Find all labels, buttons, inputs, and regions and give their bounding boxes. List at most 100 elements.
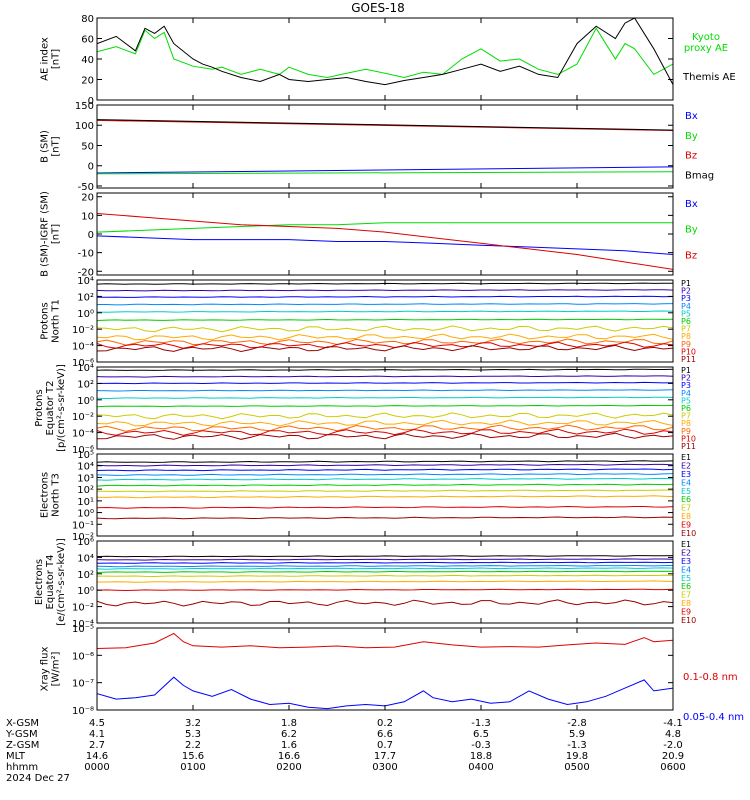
y-tick-label: 0 (88, 162, 94, 173)
x-tick-value: 6.5 (473, 729, 489, 740)
channel-label: P6 (681, 317, 691, 326)
y-axis-label-line: [W/m²] (51, 651, 62, 686)
y-tick-label: 10⁴ (77, 276, 94, 287)
panel-frame (96, 453, 674, 537)
channel-label: P11 (681, 442, 696, 451)
channel-label: P8 (681, 332, 691, 341)
plot-area-ae (97, 18, 673, 86)
x-tick-value: 0000 (84, 762, 109, 773)
plot-area-bsm (97, 119, 673, 175)
channel-line-e4 (97, 473, 673, 476)
channel-line-e9 (97, 588, 673, 592)
channel-label: E2 (681, 548, 691, 557)
channel-line-e2 (97, 463, 673, 467)
channel-line-p9 (97, 424, 673, 432)
x-tick-value: 5.9 (569, 729, 585, 740)
legend-label: Bx (685, 111, 698, 122)
channel-label: P8 (681, 419, 691, 428)
x-row-label: MLT (6, 751, 26, 762)
channel-label: P7 (681, 325, 691, 334)
x-tick-value: 17.7 (374, 751, 396, 762)
x-tick-value: 2.2 (185, 740, 201, 751)
legend-label: Bx (685, 199, 698, 210)
y-tick-label: 10⁻⁶ (72, 358, 94, 369)
channel-label: P1 (681, 279, 691, 288)
legend-label: Bmag (685, 170, 714, 181)
x-tick-value: 1.6 (281, 740, 297, 751)
y-tick-label: 10² (77, 570, 94, 581)
y-axis-label-line: [nT] (51, 136, 62, 156)
channel-label: P9 (681, 340, 691, 349)
channel-line-p6 (97, 318, 673, 321)
channel-label: E1 (681, 540, 691, 549)
y-tick-label: -20 (78, 267, 94, 278)
x-tick-value: 5.3 (185, 729, 201, 740)
channel-line-e6 (97, 570, 673, 573)
y-axis-label-line: North T1 (51, 299, 62, 343)
series-line-themis-ae (97, 18, 673, 86)
channel-label: E3 (681, 470, 691, 479)
y-axis-label-line: Electrons (34, 559, 45, 605)
x-row-label: X-GSM (6, 718, 39, 729)
y-tick-label: 10⁴ (77, 462, 94, 473)
x-tick-value: -4.1 (663, 718, 683, 729)
y-axis-label-line: AE index (40, 37, 51, 81)
legend-label: Themis AE (682, 72, 736, 83)
y-tick-label: 10³ (77, 473, 94, 484)
y-axis-label: ElectronsNorth T3 (40, 472, 62, 518)
channel-label: E8 (681, 599, 691, 608)
panel-protons_t1: 10⁻⁶ 10⁻⁴ 10⁻² 10⁰ 10² 10⁴ ProtonsNorth T1 P1P2… (40, 276, 697, 369)
channel-label: E6 (681, 495, 691, 504)
channel-label: P7 (681, 412, 691, 421)
y-tick-label: 10⁰ (77, 509, 94, 520)
x-tick-value: -2.0 (663, 740, 683, 751)
y-tick-label: 10¹ (77, 497, 94, 508)
y-axis-label-line: Protons (34, 389, 45, 426)
channel-line-p9 (97, 338, 673, 346)
x-tick-value: 16.6 (278, 751, 300, 762)
channel-line-e2 (97, 558, 673, 561)
legend-label: By (685, 225, 698, 236)
channel-label: E4 (681, 478, 691, 487)
channel-label: P10 (681, 434, 696, 443)
y-axis-label-line: Equator T4 (45, 555, 56, 610)
channel-label: E1 (681, 453, 691, 462)
y-axis-label-line: [nT] (51, 224, 62, 244)
x-tick-value: 0.7 (377, 740, 393, 751)
y-tick-label: 0 (88, 96, 94, 107)
series-line-0-05-0-4-nm (97, 676, 673, 710)
plot-area-protons_t1 (97, 282, 673, 353)
channel-line-e10 (97, 516, 673, 520)
plot-area-protons_t2 (97, 368, 673, 440)
y-tick-label: 10⁻² (72, 325, 94, 336)
channel-label: P4 (681, 389, 691, 398)
series-line-bx (97, 166, 673, 174)
y-tick-label: 80 (81, 14, 94, 25)
series-line-by (97, 222, 673, 233)
y-tick-label: 10⁰ (77, 396, 94, 407)
y-axis-label-line: Electrons (40, 472, 51, 518)
x-tick-value: 20.9 (662, 751, 684, 762)
channel-label: P5 (681, 309, 691, 318)
y-axis-label: AE index[nT] (40, 37, 62, 81)
y-tick-label: 50 (81, 141, 94, 152)
channel-line-p4 (97, 303, 673, 306)
y-tick-label: 100 (75, 121, 94, 132)
panel-frame (96, 192, 674, 276)
x-tick-value: -1.3 (471, 718, 491, 729)
x-tick-value: 0600 (660, 762, 685, 773)
x-tick-value: 15.6 (182, 751, 204, 762)
channel-label: E8 (681, 512, 691, 521)
channel-line-p10 (97, 428, 673, 436)
channel-label: P11 (681, 355, 696, 364)
channel-label: P3 (681, 381, 691, 390)
y-tick-label: 10⁻⁸ (72, 706, 94, 717)
channel-label: E6 (681, 582, 691, 591)
y-axis-label: ElectronsEquator T4[e/(cm²-s-sr-keV)] (34, 538, 67, 626)
y-tick-label: 40 (81, 55, 94, 66)
legend-label: By (685, 131, 698, 142)
panel-xray: 10⁻⁸ 10⁻⁷ 10⁻⁶ 10⁻⁵ Xray flux[W/m²] 0.1-0.8 n… (40, 624, 745, 723)
x-tick-value: 4.8 (665, 729, 681, 740)
panel-frame (96, 279, 674, 363)
